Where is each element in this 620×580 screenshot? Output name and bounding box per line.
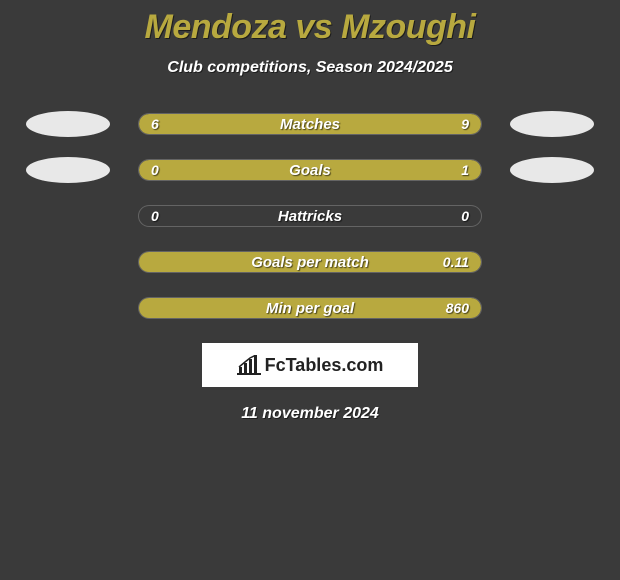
stat-label: Min per goal (139, 298, 481, 318)
bar-chart-icon (237, 355, 261, 375)
stats-container: 6Matches90Goals10Hattricks0Goals per mat… (0, 113, 620, 319)
stat-row: 0Hattricks0 (0, 205, 620, 227)
date-line: 11 november 2024 (0, 405, 620, 423)
stat-bar: Goals per match0.11 (138, 251, 482, 273)
stat-label: Goals per match (139, 252, 481, 272)
stat-label: Matches (139, 114, 481, 134)
stat-label: Hattricks (139, 206, 481, 226)
stat-row: 6Matches9 (0, 113, 620, 135)
stat-value-right: 0 (461, 206, 469, 226)
stat-value-right: 1 (461, 160, 469, 180)
stat-label: Goals (139, 160, 481, 180)
stat-bar: 6Matches9 (138, 113, 482, 135)
stat-value-right: 860 (446, 298, 469, 318)
stat-row: Goals per match0.11 (0, 251, 620, 273)
logo-box[interactable]: FcTables.com (202, 343, 418, 387)
stat-value-right: 9 (461, 114, 469, 134)
stat-bar: 0Hattricks0 (138, 205, 482, 227)
stat-bar: Min per goal860 (138, 297, 482, 319)
logo-text: FcTables.com (265, 355, 384, 376)
avatar-spacer (26, 295, 110, 321)
avatar-right (510, 111, 594, 137)
stat-row: Min per goal860 (0, 297, 620, 319)
stat-row: 0Goals1 (0, 159, 620, 181)
subtitle: Club competitions, Season 2024/2025 (0, 59, 620, 77)
avatar-spacer (510, 203, 594, 229)
avatar-spacer (510, 295, 594, 321)
avatar-right (510, 157, 594, 183)
avatar-spacer (26, 203, 110, 229)
stat-value-right: 0.11 (443, 252, 469, 272)
page-title: Mendoza vs Mzoughi (0, 8, 620, 47)
avatar-left (26, 157, 110, 183)
stat-bar: 0Goals1 (138, 159, 482, 181)
avatar-spacer (510, 249, 594, 275)
avatar-left (26, 111, 110, 137)
logo: FcTables.com (237, 355, 384, 376)
avatar-spacer (26, 249, 110, 275)
